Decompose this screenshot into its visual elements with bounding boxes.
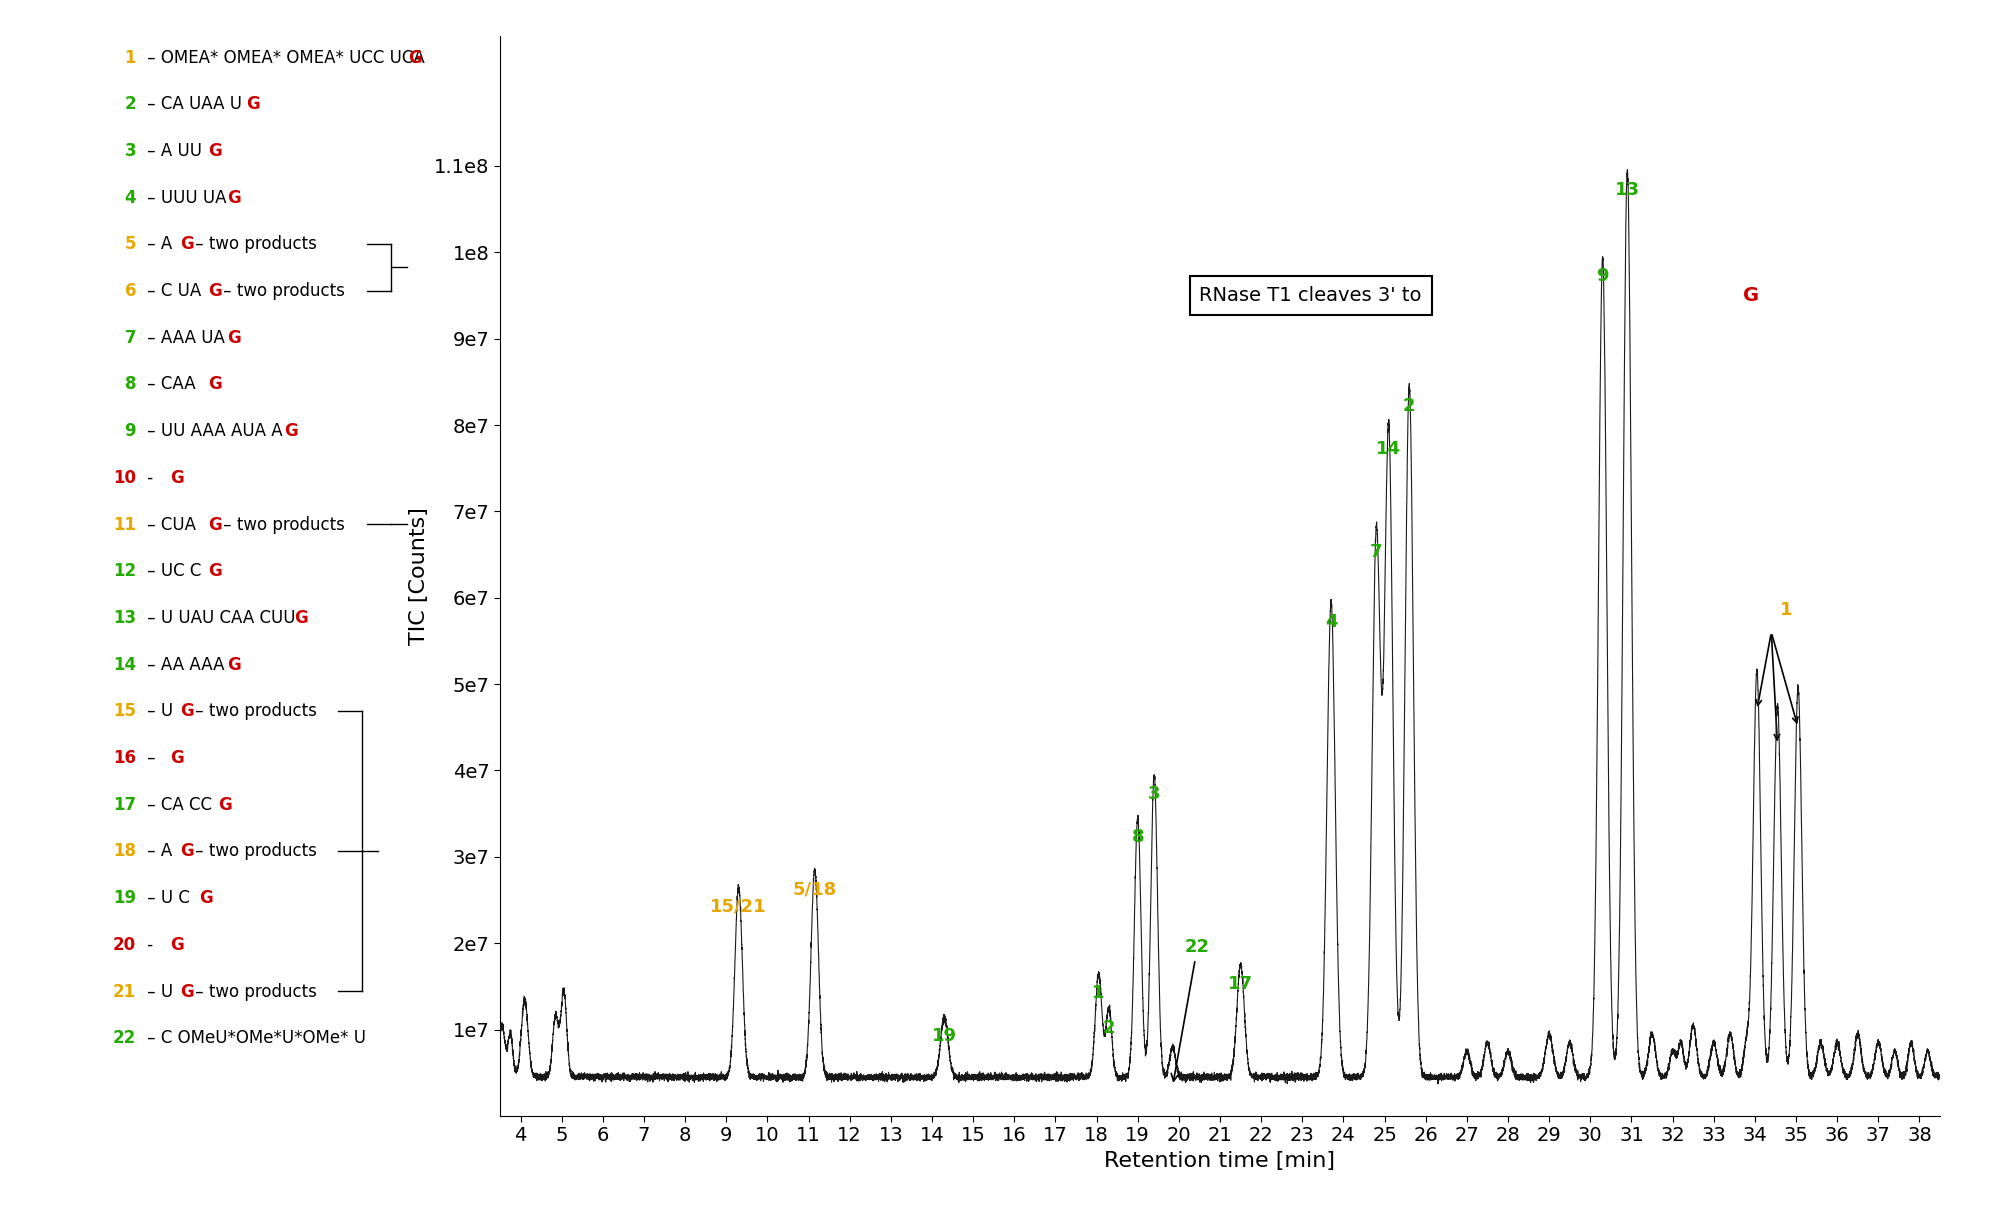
Text: – A UU: – A UU <box>142 142 202 160</box>
Text: 10: 10 <box>112 469 136 486</box>
Text: -: - <box>142 936 158 953</box>
Text: – C OMeU*OMe*U*OMe* U: – C OMeU*OMe*U*OMe* U <box>142 1029 366 1047</box>
Text: – AAA UA: – AAA UA <box>142 329 224 347</box>
Text: 12: 12 <box>112 563 136 580</box>
Text: 2: 2 <box>1102 1019 1116 1036</box>
Text: 7: 7 <box>1370 543 1382 562</box>
Text: 17: 17 <box>1228 975 1254 993</box>
Text: G: G <box>208 142 222 160</box>
Text: 13: 13 <box>1614 181 1640 199</box>
Text: – AA AAA: – AA AAA <box>142 655 224 673</box>
Text: – CUA: – CUA <box>142 516 202 534</box>
Text: 1: 1 <box>1780 602 1792 620</box>
Text: – CAA: – CAA <box>142 376 200 393</box>
Text: G: G <box>228 655 242 673</box>
Text: – two products: – two products <box>190 983 316 1001</box>
Text: 19: 19 <box>932 1027 956 1046</box>
Text: 15: 15 <box>112 702 136 721</box>
Text: 2: 2 <box>1404 397 1416 415</box>
Text: – UUU UA: – UUU UA <box>142 188 226 206</box>
Text: RNase T1 cleaves 3' to: RNase T1 cleaves 3' to <box>1200 286 1422 304</box>
Text: G: G <box>208 283 222 300</box>
Text: G: G <box>170 748 184 767</box>
Text: – UC C: – UC C <box>142 563 202 580</box>
Text: – two products: – two products <box>218 283 344 300</box>
Text: G: G <box>246 96 260 113</box>
Text: 7: 7 <box>124 329 136 347</box>
Text: 15/21: 15/21 <box>710 898 766 916</box>
Text: G: G <box>228 329 242 347</box>
Text: 22: 22 <box>112 1029 136 1047</box>
Text: G: G <box>180 983 194 1001</box>
Text: G: G <box>228 188 242 206</box>
Text: G: G <box>170 469 184 486</box>
Text: 17: 17 <box>112 796 136 814</box>
Text: 8: 8 <box>124 376 136 393</box>
Text: 16: 16 <box>112 748 136 767</box>
Text: 9: 9 <box>1596 267 1608 285</box>
Text: -: - <box>142 469 158 486</box>
Text: 5: 5 <box>124 235 136 254</box>
Text: G: G <box>284 422 298 440</box>
Text: – U UAU CAA CUU: – U UAU CAA CUU <box>142 609 296 627</box>
Text: 3: 3 <box>1148 785 1160 803</box>
Text: 5/18: 5/18 <box>792 881 836 899</box>
Text: G: G <box>408 49 422 67</box>
Text: G: G <box>208 376 222 393</box>
Text: – two products: – two products <box>190 842 316 860</box>
Text: 2: 2 <box>124 96 136 113</box>
Y-axis label: TIC [Counts]: TIC [Counts] <box>408 507 428 645</box>
Text: G: G <box>208 563 222 580</box>
Text: – OMEA* OMEA* OMEA* UCC UCA: – OMEA* OMEA* OMEA* UCC UCA <box>142 49 424 67</box>
Text: 21: 21 <box>112 983 136 1001</box>
Text: – C UA: – C UA <box>142 283 202 300</box>
Text: 4: 4 <box>1324 613 1338 631</box>
Text: G: G <box>1742 286 1758 304</box>
Text: 20: 20 <box>112 936 136 953</box>
Text: G: G <box>180 702 194 721</box>
Text: 8: 8 <box>1132 828 1144 847</box>
Text: 14: 14 <box>1376 440 1402 457</box>
Text: G: G <box>180 842 194 860</box>
Text: – A: – A <box>142 842 172 860</box>
Text: G: G <box>294 609 308 627</box>
Text: G: G <box>198 889 212 907</box>
Text: 22: 22 <box>1172 938 1210 1081</box>
Text: 1: 1 <box>124 49 136 67</box>
Text: 14: 14 <box>112 655 136 673</box>
Text: – U: – U <box>142 983 174 1001</box>
Text: – two products: – two products <box>190 235 316 254</box>
Text: – A: – A <box>142 235 172 254</box>
Text: G: G <box>170 936 184 953</box>
Text: – two products: – two products <box>218 516 344 534</box>
X-axis label: Retention time [min]: Retention time [min] <box>1104 1151 1336 1171</box>
Text: – CA UAA U: – CA UAA U <box>142 96 242 113</box>
Text: – UU AAA AUA A: – UU AAA AUA A <box>142 422 282 440</box>
Text: 6: 6 <box>124 283 136 300</box>
Text: G: G <box>208 516 222 534</box>
Text: 11: 11 <box>112 516 136 534</box>
Text: 13: 13 <box>112 609 136 627</box>
Text: 4: 4 <box>124 188 136 206</box>
Text: 9: 9 <box>124 422 136 440</box>
Text: 19: 19 <box>112 889 136 907</box>
Text: 18: 18 <box>112 842 136 860</box>
Text: – CA CC: – CA CC <box>142 796 212 814</box>
Text: 3: 3 <box>124 142 136 160</box>
Text: –: – <box>142 748 160 767</box>
Text: – U C: – U C <box>142 889 190 907</box>
Text: – two products: – two products <box>190 702 316 721</box>
Text: – U: – U <box>142 702 174 721</box>
Text: G: G <box>218 796 232 814</box>
Text: G: G <box>180 235 194 254</box>
Text: 1: 1 <box>1092 984 1104 1002</box>
